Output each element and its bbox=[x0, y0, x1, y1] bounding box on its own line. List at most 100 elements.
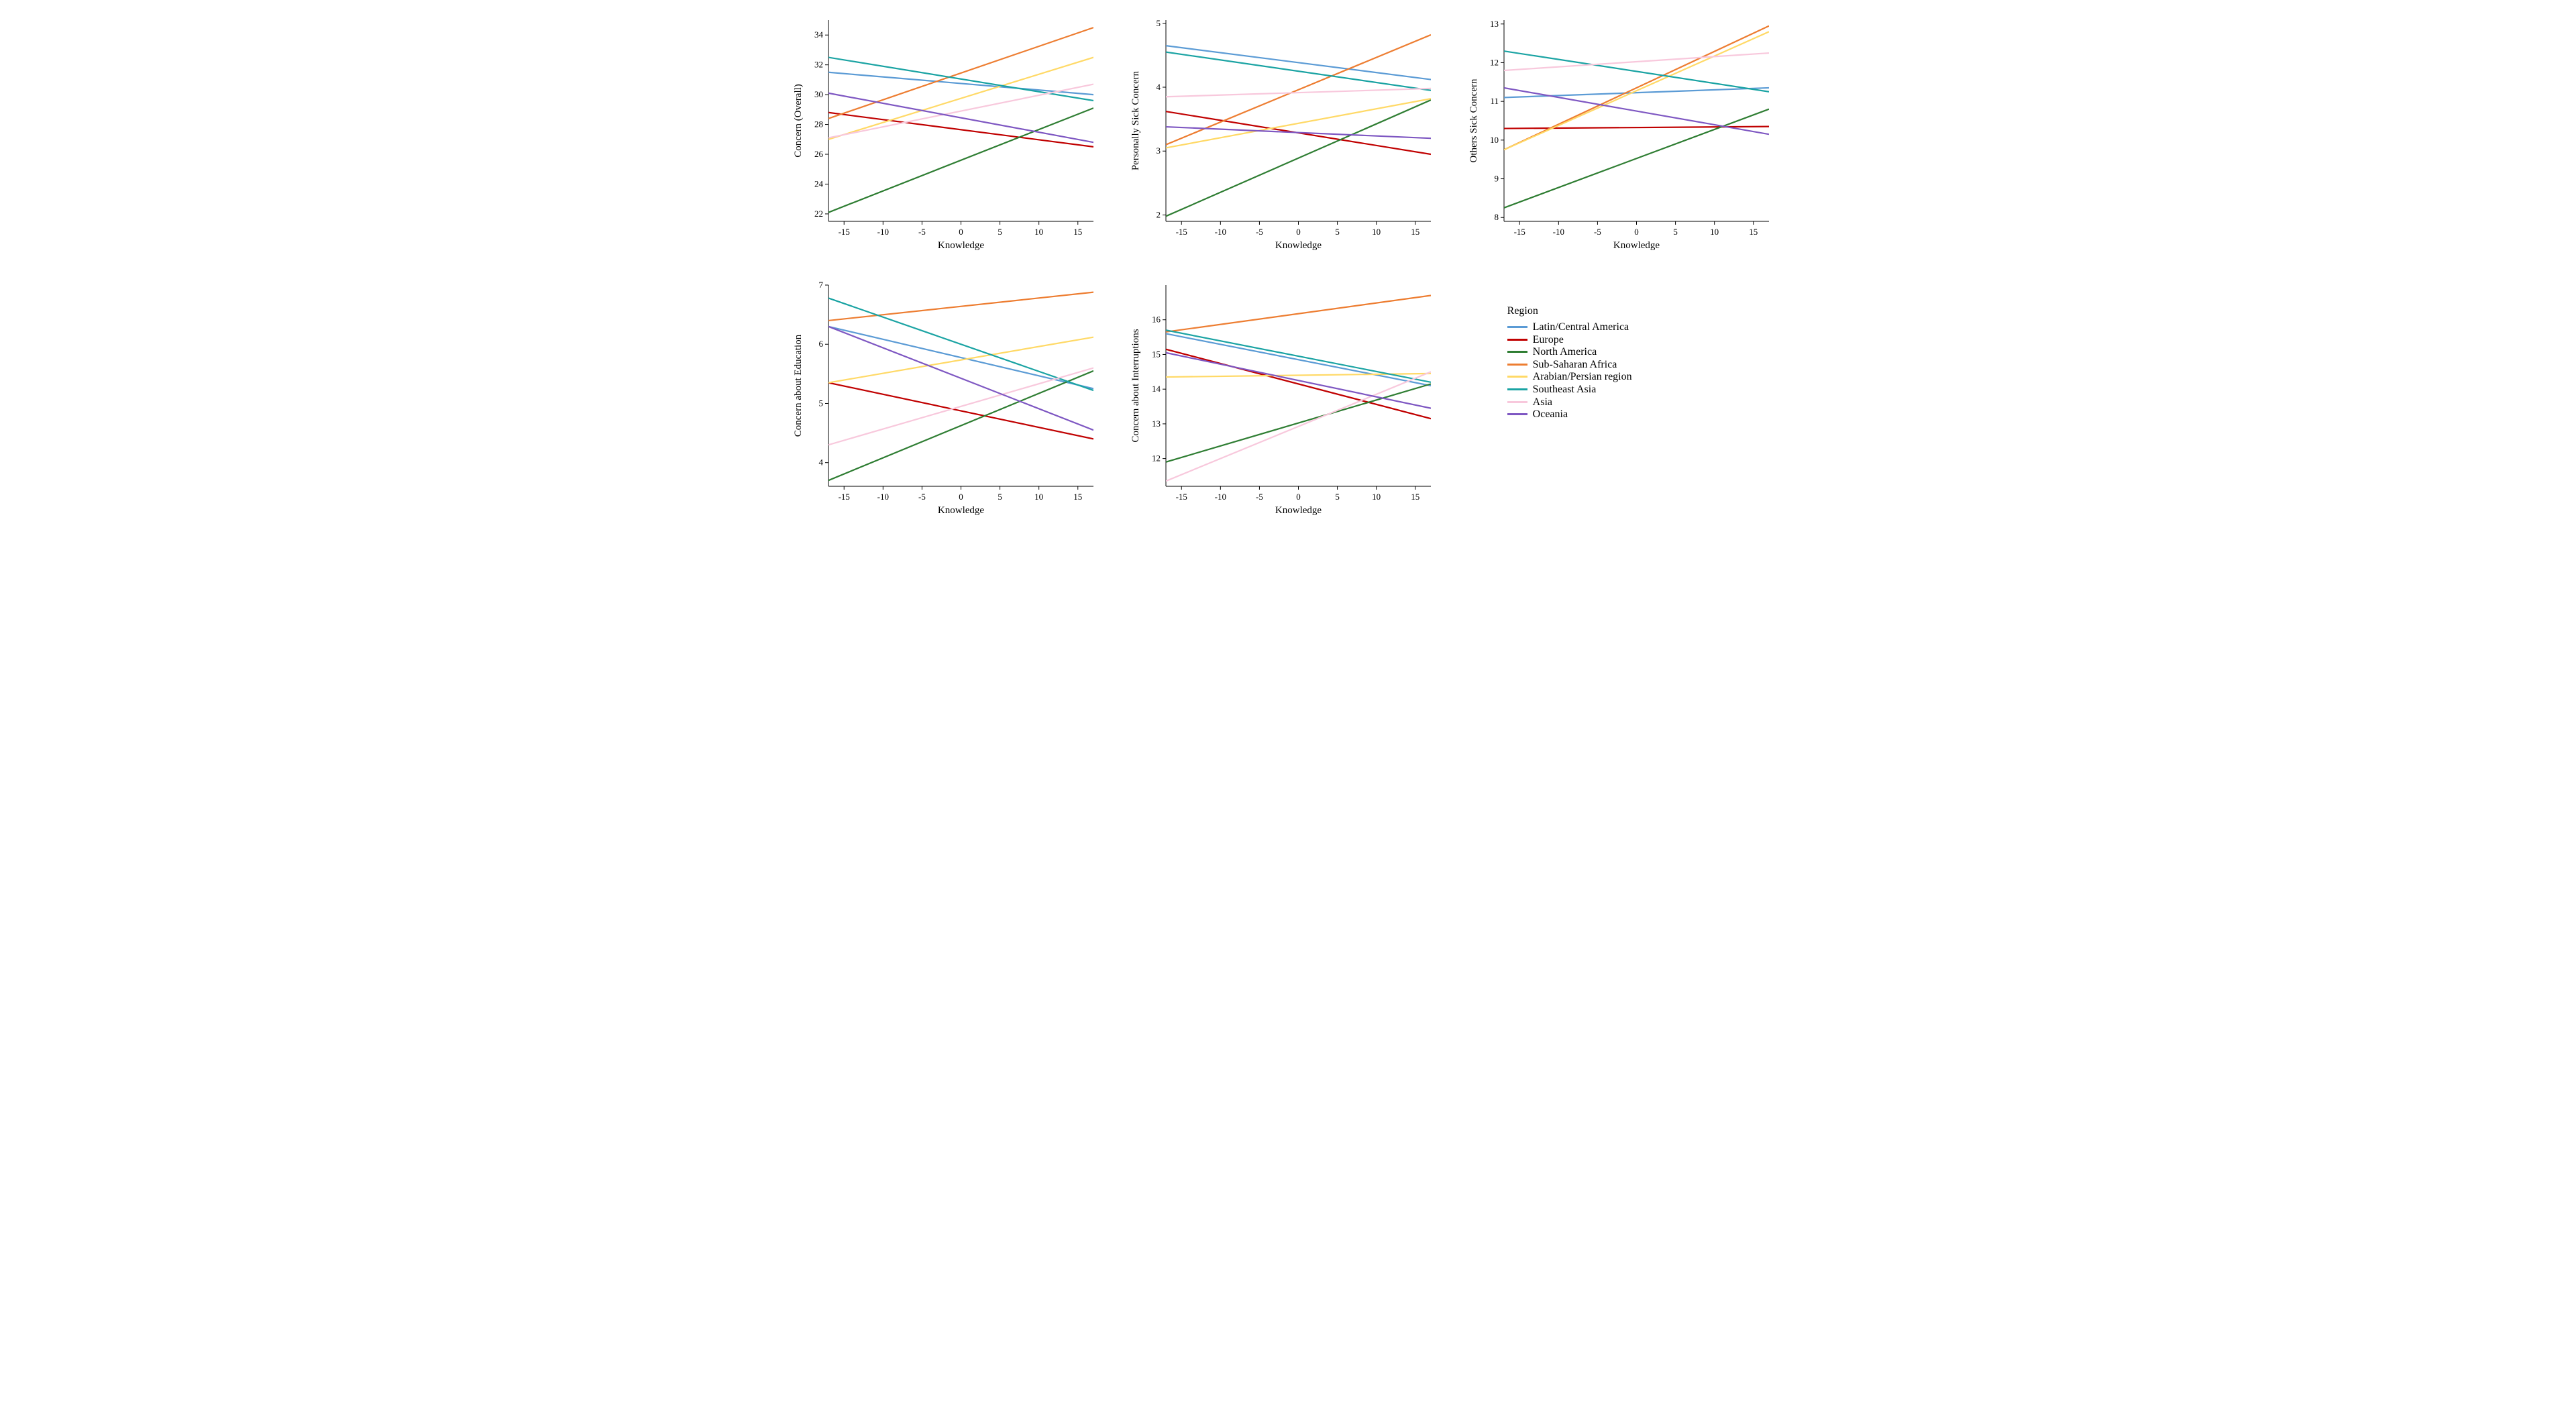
x-tick-label: 0 bbox=[1634, 227, 1639, 237]
panel-others-sick: -15-10-50510158910111213KnowledgeOthers … bbox=[1467, 13, 1784, 258]
legend-title: Region bbox=[1507, 305, 1784, 317]
legend-swatch bbox=[1507, 413, 1527, 415]
legend-swatch bbox=[1507, 388, 1527, 390]
legend-label: Latin/Central America bbox=[1533, 321, 1629, 333]
y-tick-label: 10 bbox=[1490, 135, 1499, 145]
legend-swatch bbox=[1507, 351, 1527, 353]
x-tick-label: 5 bbox=[998, 227, 1002, 237]
legend-item: Europe bbox=[1507, 334, 1784, 346]
y-tick-label: 11 bbox=[1490, 96, 1499, 106]
legend-item: Oceania bbox=[1507, 408, 1784, 421]
y-tick-label: 9 bbox=[1494, 174, 1499, 184]
x-tick-label: 15 bbox=[1749, 227, 1758, 237]
series-line bbox=[1166, 353, 1431, 408]
y-tick-label: 22 bbox=[814, 209, 823, 219]
y-tick-label: 12 bbox=[1490, 57, 1499, 67]
y-tick-label: 16 bbox=[1152, 315, 1161, 325]
y-tick-label: 13 bbox=[1490, 19, 1499, 29]
series-line bbox=[828, 58, 1093, 140]
legend-label: Oceania bbox=[1533, 408, 1568, 421]
series-line bbox=[1504, 53, 1769, 70]
chart-svg: -15-10-50510151213141516KnowledgeConcern… bbox=[1129, 278, 1438, 520]
series-line bbox=[1504, 51, 1769, 92]
series-line bbox=[1166, 52, 1431, 91]
x-tick-label: -15 bbox=[839, 227, 850, 237]
series-line bbox=[1504, 32, 1769, 150]
legend-item: Arabian/Persian region bbox=[1507, 371, 1784, 383]
x-tick-label: 5 bbox=[1336, 492, 1340, 502]
legend-label: Southeast Asia bbox=[1533, 384, 1597, 396]
x-tick-label: -10 bbox=[877, 492, 889, 502]
series-line bbox=[1166, 330, 1431, 382]
x-axis-label: Knowledge bbox=[1275, 505, 1322, 516]
series-line bbox=[1504, 88, 1769, 97]
y-tick-label: 12 bbox=[1152, 453, 1161, 463]
panel-personally-sick: -15-10-50510152345KnowledgePersonally Si… bbox=[1129, 13, 1446, 258]
panel-concern-education: -15-10-50510154567KnowledgeConcern about… bbox=[792, 278, 1109, 523]
x-tick-label: -5 bbox=[1594, 227, 1601, 237]
panel-concern-interruptions: -15-10-50510151213141516KnowledgeConcern… bbox=[1129, 278, 1446, 523]
y-tick-label: 7 bbox=[819, 280, 824, 290]
legend-label: Sub-Saharan Africa bbox=[1533, 359, 1617, 371]
x-tick-label: 5 bbox=[998, 492, 1002, 502]
x-tick-label: -5 bbox=[1256, 227, 1263, 237]
y-tick-label: 24 bbox=[814, 178, 824, 188]
x-tick-label: 0 bbox=[1297, 492, 1301, 502]
series-line bbox=[1166, 127, 1431, 138]
series-line bbox=[1166, 372, 1431, 481]
y-tick-label: 26 bbox=[814, 149, 824, 159]
x-tick-label: 0 bbox=[959, 492, 963, 502]
x-axis-label: Knowledge bbox=[938, 505, 984, 516]
x-tick-label: 15 bbox=[1073, 492, 1082, 502]
x-tick-label: 15 bbox=[1411, 227, 1420, 237]
legend-label: Europe bbox=[1533, 334, 1564, 346]
y-tick-label: 28 bbox=[814, 119, 823, 129]
series-line bbox=[828, 383, 1093, 439]
x-tick-label: -15 bbox=[1176, 227, 1187, 237]
legend-swatch bbox=[1507, 401, 1527, 403]
y-axis-label: Personally Sick Concern bbox=[1130, 70, 1141, 170]
legend-items: Latin/Central AmericaEuropeNorth America… bbox=[1507, 321, 1784, 421]
legend-item: North America bbox=[1507, 346, 1784, 358]
y-tick-label: 14 bbox=[1152, 384, 1161, 394]
x-tick-label: 10 bbox=[1373, 227, 1381, 237]
y-tick-label: 6 bbox=[819, 339, 824, 349]
x-tick-label: -10 bbox=[877, 227, 889, 237]
chart-svg: -15-10-50510154567KnowledgeConcern about… bbox=[792, 278, 1100, 520]
y-tick-label: 32 bbox=[814, 60, 823, 70]
y-tick-label: 4 bbox=[1157, 82, 1161, 92]
chart-svg: -15-10-50510152345KnowledgePersonally Si… bbox=[1129, 13, 1438, 255]
x-tick-label: 15 bbox=[1073, 227, 1082, 237]
x-tick-label: -15 bbox=[1176, 492, 1187, 502]
legend: Region Latin/Central AmericaEuropeNorth … bbox=[1467, 278, 1784, 421]
x-tick-label: -5 bbox=[918, 227, 926, 237]
y-tick-label: 3 bbox=[1157, 146, 1161, 156]
x-tick-label: 5 bbox=[1336, 227, 1340, 237]
y-tick-label: 4 bbox=[819, 457, 824, 468]
y-tick-label: 5 bbox=[819, 398, 824, 408]
legend-label: North America bbox=[1533, 346, 1597, 358]
panel-concern-overall: -15-10-505101522242628303234KnowledgeCon… bbox=[792, 13, 1109, 258]
legend-label: Asia bbox=[1533, 396, 1552, 408]
x-tick-label: 0 bbox=[959, 227, 963, 237]
y-tick-label: 30 bbox=[814, 89, 823, 99]
y-tick-label: 5 bbox=[1157, 18, 1161, 28]
y-tick-label: 34 bbox=[814, 30, 824, 40]
series-line bbox=[828, 72, 1093, 95]
x-axis-label: Knowledge bbox=[938, 240, 984, 251]
x-tick-label: -10 bbox=[1552, 227, 1564, 237]
legend-label: Arabian/Persian region bbox=[1533, 371, 1632, 383]
series-line bbox=[1504, 109, 1769, 208]
y-axis-label: Others Sick Concern bbox=[1468, 78, 1479, 162]
x-tick-label: 5 bbox=[1673, 227, 1678, 237]
chart-svg: -15-10-505101522242628303234KnowledgeCon… bbox=[792, 13, 1100, 255]
legend-swatch bbox=[1507, 326, 1527, 328]
series-line bbox=[828, 28, 1093, 119]
x-tick-label: 0 bbox=[1297, 227, 1301, 237]
x-tick-label: 10 bbox=[1034, 227, 1043, 237]
y-tick-label: 2 bbox=[1157, 209, 1161, 219]
legend-item: Sub-Saharan Africa bbox=[1507, 359, 1784, 371]
x-tick-label: -5 bbox=[918, 492, 926, 502]
x-tick-label: -10 bbox=[1215, 492, 1226, 502]
y-tick-label: 15 bbox=[1152, 349, 1161, 359]
